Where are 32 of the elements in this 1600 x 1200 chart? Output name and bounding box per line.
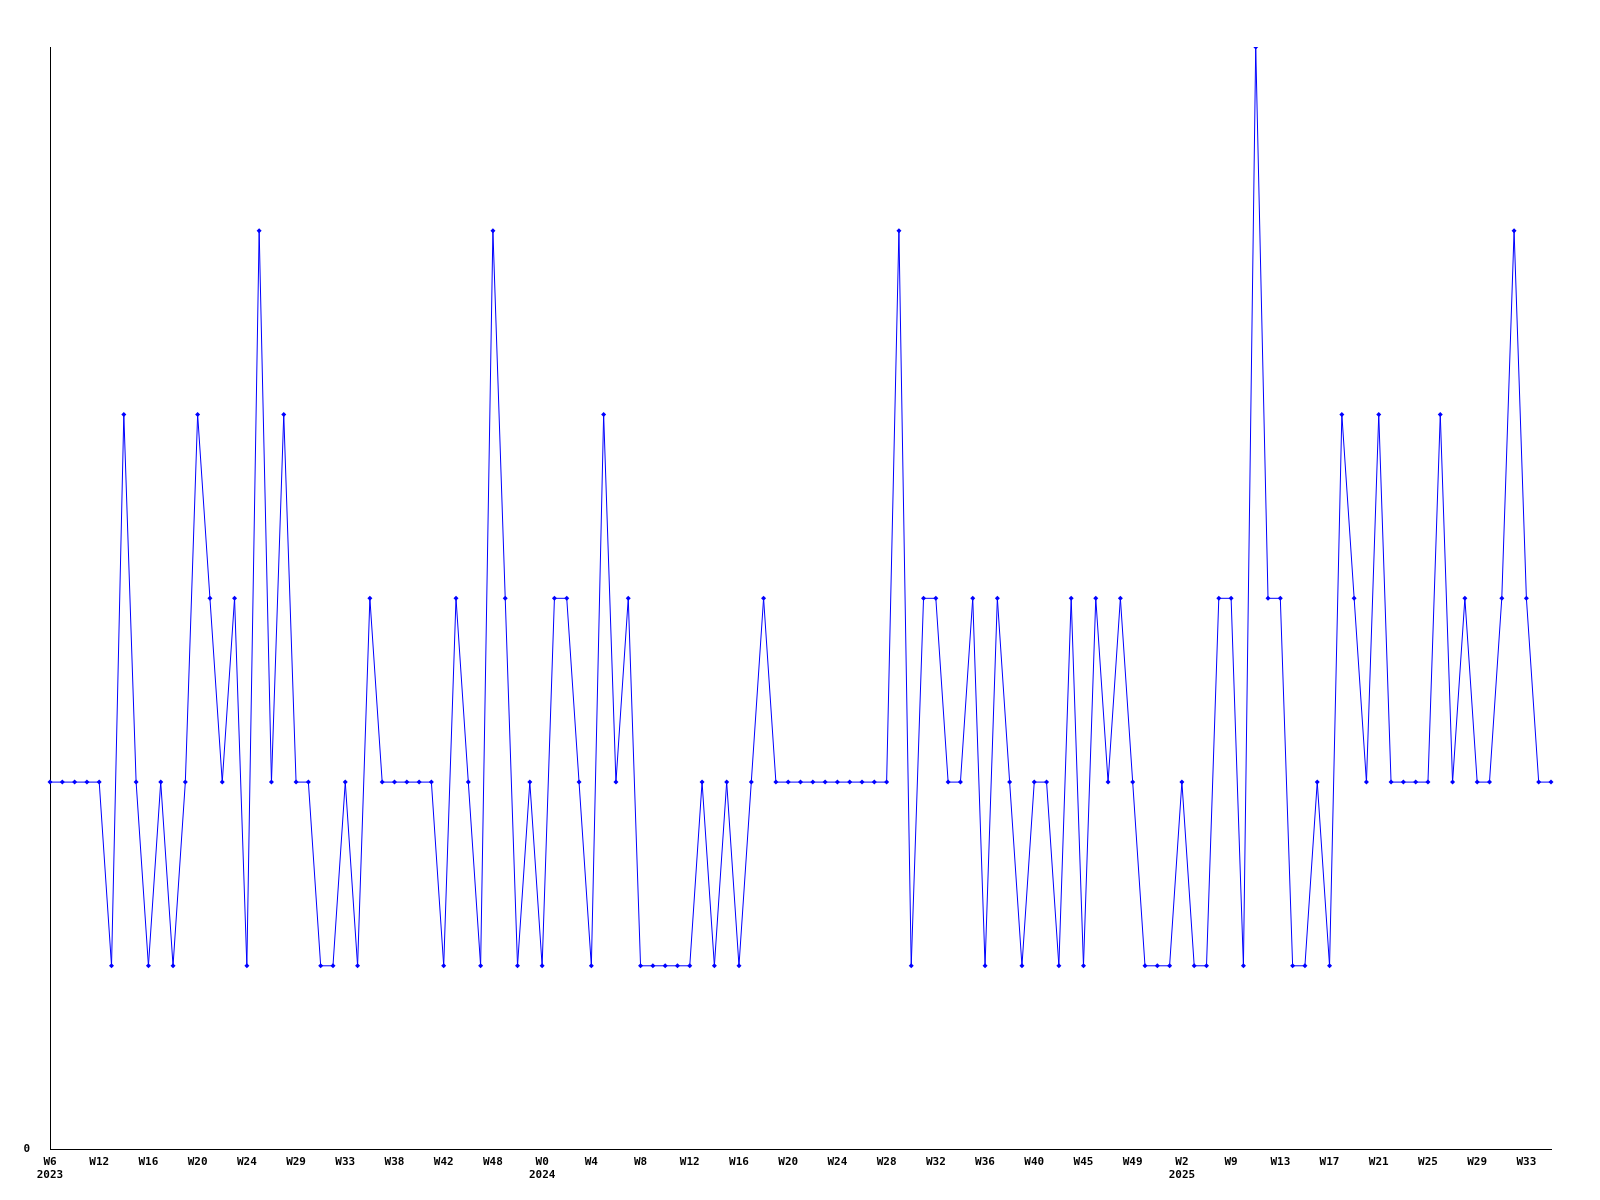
x-tick-label: W20 (778, 1155, 799, 1169)
x-tick-label: W21 (1368, 1155, 1390, 1169)
x-tick-label: W16 (138, 1155, 159, 1169)
x-tick-label: W38 (384, 1155, 405, 1169)
x-tick-label: W40 (1024, 1155, 1045, 1169)
x-tick-label: W29 (286, 1155, 306, 1169)
x-tick-label: W16 (729, 1155, 750, 1169)
x-tick-label: W4 (584, 1155, 599, 1169)
x-tick-label: W33 (335, 1155, 356, 1169)
x-tick-label: W49 (1122, 1155, 1143, 1169)
x-tick-label: W36 (975, 1155, 996, 1169)
x-tick-label: W24 (827, 1155, 848, 1169)
x-tick-label: W24 (236, 1155, 258, 1169)
x-tick-label: W42 (433, 1155, 454, 1169)
x-tick-label: W45 (1073, 1155, 1094, 1169)
x-tick-label: W32 (925, 1155, 946, 1169)
x-tick-label: W9 (1224, 1155, 1238, 1169)
x-tick-label: W13 (1270, 1155, 1291, 1169)
x-tick-label: W48 (482, 1155, 503, 1169)
x-tick-label: W0 2024 (528, 1155, 556, 1182)
x-tick-label: W12 (679, 1155, 700, 1169)
x-tick-label: W25 (1418, 1155, 1438, 1169)
x-tick-label: W17 (1319, 1155, 1340, 1169)
x-tick-label: W6 2023 (36, 1155, 64, 1182)
x-tick-label: W20 (187, 1155, 208, 1169)
x-tick-label: W12 (89, 1155, 110, 1169)
x-tick-label: W2 2025 (1168, 1155, 1196, 1182)
x-tick-label: W28 (876, 1155, 897, 1169)
x-tick-label: W8 (633, 1155, 648, 1169)
text: 0 (23, 1142, 30, 1156)
x-tick-label: W33 (1516, 1155, 1537, 1169)
x-tick-label: W29 (1467, 1155, 1488, 1169)
